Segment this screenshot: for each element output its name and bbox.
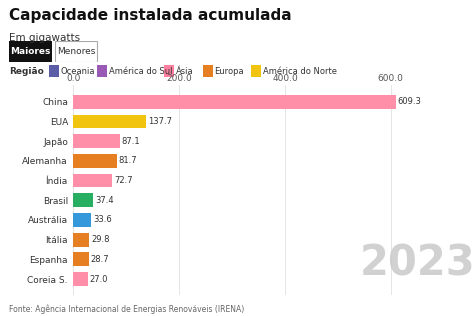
Bar — [202, 65, 213, 77]
Text: Oceania: Oceania — [61, 67, 95, 76]
Text: Fonte: Agência Internacional de Energias Renováveis (IRENA): Fonte: Agência Internacional de Energias… — [9, 305, 245, 314]
Text: Menores: Menores — [57, 47, 95, 56]
Bar — [55, 41, 97, 62]
Text: 137.7: 137.7 — [148, 117, 173, 126]
Bar — [73, 115, 146, 128]
Text: 2023: 2023 — [360, 242, 474, 284]
Bar — [73, 174, 112, 187]
Text: 37.4: 37.4 — [95, 196, 114, 205]
Bar — [73, 233, 89, 246]
Text: Em gigawatts: Em gigawatts — [9, 33, 81, 43]
Text: 87.1: 87.1 — [122, 137, 140, 146]
Bar — [73, 154, 117, 168]
Bar — [73, 193, 93, 207]
Text: Europa: Europa — [215, 67, 244, 76]
Text: 609.3: 609.3 — [398, 97, 421, 106]
Bar — [48, 65, 59, 77]
Text: 81.7: 81.7 — [119, 156, 137, 165]
Bar — [73, 252, 89, 266]
Bar — [97, 65, 107, 77]
Text: América do Norte: América do Norte — [263, 67, 337, 76]
Text: Capacidade instalada acumulada: Capacidade instalada acumulada — [9, 8, 292, 23]
Text: Ásia: Ásia — [175, 67, 193, 76]
Bar — [164, 65, 173, 77]
Text: Região: Região — [9, 67, 44, 76]
Text: 29.8: 29.8 — [91, 235, 110, 244]
Bar — [251, 65, 261, 77]
Text: Maiores: Maiores — [10, 47, 51, 56]
Text: 33.6: 33.6 — [93, 216, 112, 224]
Text: 72.7: 72.7 — [114, 176, 133, 185]
Text: América do Sul: América do Sul — [109, 67, 172, 76]
Text: 27.0: 27.0 — [90, 275, 109, 283]
Bar — [9, 41, 52, 62]
Bar — [73, 95, 396, 109]
Bar — [73, 213, 91, 227]
Text: 28.7: 28.7 — [91, 255, 109, 264]
Bar — [73, 272, 88, 286]
Bar — [73, 134, 119, 148]
